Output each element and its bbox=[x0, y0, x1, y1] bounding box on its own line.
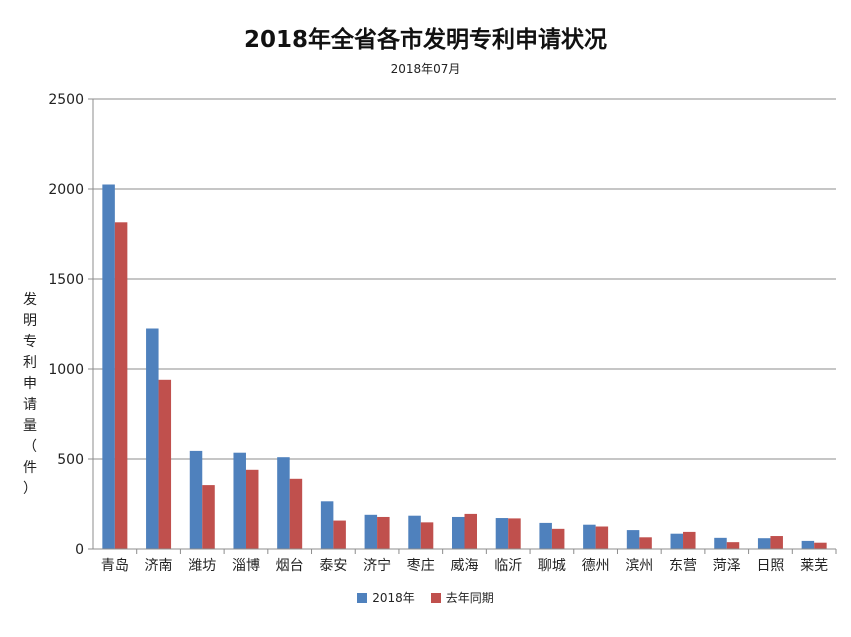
chart-title: 2018年全省各市发明专利申请状况 bbox=[243, 27, 607, 53]
bar-series-1 bbox=[146, 328, 159, 549]
tick-labels: 0 500 1000 1500 2000 2500 青岛 济南 潍坊 淄博 烟台 泰安 济宁 枣庄 威海 临沂… bbox=[48, 92, 828, 574]
x-tick-label: 济宁 bbox=[363, 557, 391, 574]
legend-label: 2018年 bbox=[372, 591, 415, 605]
bar-series-1 bbox=[189, 450, 203, 549]
legend-item-2: 去年同期 bbox=[430, 589, 494, 606]
bar-series-1 bbox=[495, 518, 509, 549]
y-tick-label: 0 bbox=[75, 542, 84, 558]
bar-series-2 bbox=[333, 520, 346, 549]
bar-series-2 bbox=[683, 531, 696, 549]
chart-subtitle: 2018年07月 bbox=[390, 62, 461, 76]
x-tick-label: 烟台 bbox=[276, 558, 304, 574]
bar-series-2 bbox=[245, 469, 259, 549]
bar-series-2 bbox=[289, 478, 303, 549]
x-tick-label: 莱芜 bbox=[800, 557, 828, 574]
bar-series-1 bbox=[277, 457, 290, 549]
bar-series-1 bbox=[452, 516, 465, 549]
bar-series-1 bbox=[801, 540, 815, 549]
x-tick-label: 枣庄 bbox=[407, 557, 435, 574]
bar-series-2 bbox=[639, 537, 652, 549]
bar-series-2 bbox=[770, 536, 783, 549]
bar-series-2 bbox=[114, 222, 128, 550]
bar-series-1 bbox=[626, 530, 640, 549]
legend-item-1: 2018年 bbox=[357, 589, 415, 606]
bar-series-1 bbox=[102, 184, 115, 549]
bar-series-1 bbox=[320, 501, 334, 549]
x-tick-label: 滨州 bbox=[625, 558, 653, 574]
legend-swatch bbox=[357, 592, 368, 603]
bar-series-2 bbox=[420, 522, 434, 549]
legend: 2018年 去年同期 bbox=[0, 589, 851, 606]
x-tick-label: 临沂 bbox=[494, 558, 522, 574]
bar-series-1 bbox=[364, 514, 378, 549]
x-tick-label: 潍坊 bbox=[188, 558, 216, 574]
bar-series-2 bbox=[464, 513, 477, 549]
x-tick-label: 德州 bbox=[582, 558, 610, 574]
y-axis-label: 发明专利申请量（件） bbox=[23, 292, 37, 497]
bar-series-1 bbox=[539, 522, 552, 549]
x-tick-label: 威海 bbox=[451, 558, 479, 574]
y-tick-label: 2500 bbox=[48, 92, 84, 108]
bar-series-2 bbox=[158, 379, 172, 549]
bar-series-2 bbox=[377, 516, 390, 549]
bars bbox=[102, 184, 827, 550]
x-tick-label: 东营 bbox=[669, 558, 697, 574]
legend-label: 去年同期 bbox=[445, 591, 494, 605]
bar-series-1 bbox=[408, 515, 421, 549]
y-tick-label: 500 bbox=[57, 452, 84, 468]
bar-series-2 bbox=[814, 542, 827, 549]
bar-series-2 bbox=[551, 528, 565, 549]
bar-series-2 bbox=[595, 526, 609, 549]
x-tick-label: 淄博 bbox=[232, 557, 260, 574]
axes bbox=[88, 98, 837, 554]
y-tick-label: 1500 bbox=[48, 272, 84, 288]
bar-series-2 bbox=[726, 542, 740, 549]
bar-series-2 bbox=[508, 518, 521, 549]
legend-swatch bbox=[430, 592, 441, 603]
x-tick-label: 青岛 bbox=[101, 558, 129, 574]
y-tick-label: 1000 bbox=[48, 362, 84, 378]
bar-series-1 bbox=[233, 452, 246, 549]
bar-series-1 bbox=[583, 524, 596, 549]
bar-series-1 bbox=[714, 537, 727, 549]
bar-series-1 bbox=[757, 538, 771, 549]
x-tick-label: 泰安 bbox=[319, 558, 347, 574]
bar-series-2 bbox=[202, 485, 215, 549]
bar-series-1 bbox=[670, 533, 684, 549]
x-tick-label: 日照 bbox=[756, 558, 784, 574]
x-tick-label: 济南 bbox=[145, 558, 173, 574]
y-tick-label: 2000 bbox=[48, 182, 84, 198]
gridlines bbox=[93, 98, 836, 460]
x-tick-label: 聊城 bbox=[538, 558, 566, 574]
x-tick-label: 菏泽 bbox=[713, 558, 741, 574]
